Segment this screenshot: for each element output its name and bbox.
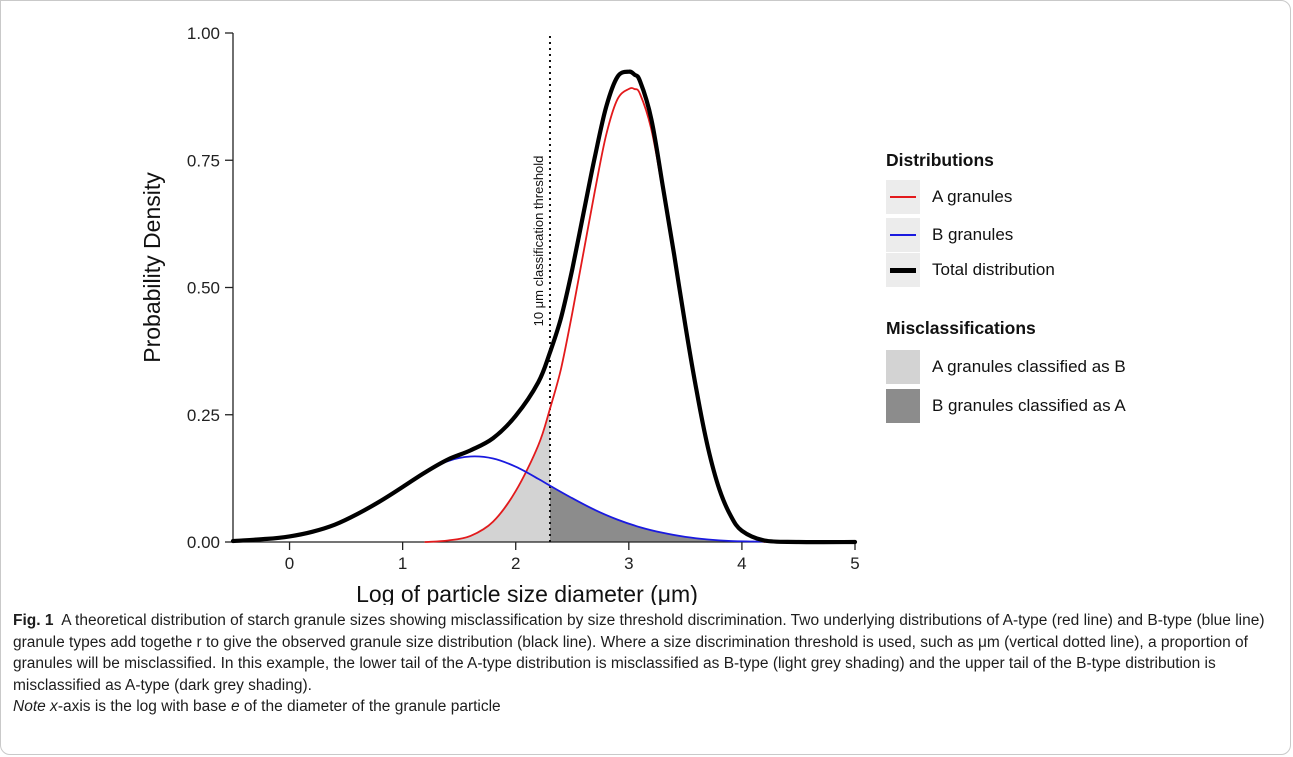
x-tick-label: 2 (511, 554, 520, 573)
legend-label: B granules classified as A (932, 396, 1126, 415)
caption-note-e: e (230, 698, 240, 715)
legend-item-a-granules: A granules (886, 180, 1276, 214)
legend-item-b-granules: B granules (886, 218, 1276, 252)
x-tick-label: 4 (737, 554, 746, 573)
threshold-label: 10 μm classification threshold (531, 156, 546, 327)
caption-note-italic: Note x (13, 698, 58, 715)
legend-item-a-as-b: A granules classified as B (886, 350, 1276, 384)
x-axis-label: Log of particle size diameter (μm) (356, 581, 698, 605)
x-tick-label: 5 (850, 554, 859, 573)
legend-label: B granules (932, 225, 1014, 244)
y-tick-label: 0.75 (187, 151, 220, 170)
y-tick-label: 0.25 (187, 406, 220, 425)
y-tick-label: 0.00 (187, 533, 220, 552)
x-tick-label: 3 (624, 554, 633, 573)
shade-a-as-b (425, 408, 550, 542)
caption-text: A theoretical distribution of starch gra… (13, 612, 1265, 694)
legend: Distributions A granules B granules Tota… (886, 0, 1286, 600)
figure-caption: Fig. 1 A theoretical distribution of sta… (13, 610, 1283, 718)
legend-label: Total distribution (932, 260, 1055, 279)
y-tick-label: 1.00 (187, 24, 220, 43)
caption-note-end: of the diameter of the granule particle (239, 698, 501, 715)
legend-item-total: Total distribution (886, 253, 1276, 287)
caption-note-rest: -axis is the log with base (57, 698, 231, 715)
legend-key-light-grey (886, 350, 920, 384)
legend-item-b-as-a: B granules classified as A (886, 389, 1276, 423)
density-chart: 0 1 2 3 4 5 0.00 0.25 0.50 0.75 1.00 Log of particl… (139, 24, 860, 605)
y-axis-label: Probability Density (139, 172, 165, 363)
x-tick-label: 1 (398, 554, 407, 573)
y-tick-label: 0.50 (187, 279, 220, 298)
legend-key-red-line (886, 180, 920, 214)
legend-key-blue-line (886, 218, 920, 252)
legend-label: A granules (932, 187, 1013, 206)
legend-title-distributions: Distributions (886, 150, 994, 170)
shade-b-as-a (550, 485, 799, 542)
legend-key-black-line (886, 253, 920, 287)
series-total-line (230, 69, 858, 545)
x-tick-label: 0 (285, 554, 294, 573)
legend-key-dark-grey (886, 389, 920, 423)
caption-label: Fig. 1 (13, 612, 54, 629)
legend-label: A granules classified as B (932, 357, 1126, 376)
legend-title-misclassifications: Misclassifications (886, 318, 1036, 338)
